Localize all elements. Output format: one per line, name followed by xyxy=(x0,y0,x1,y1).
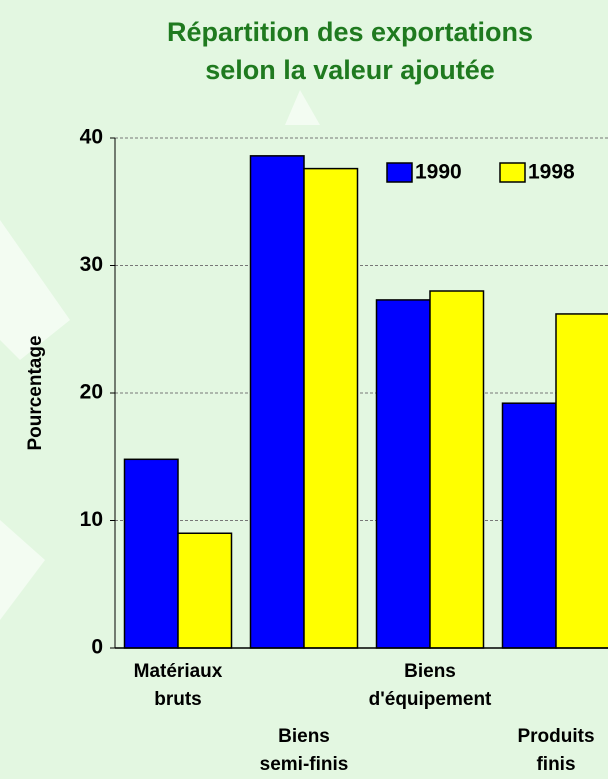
y-axis-label: Pourcentage xyxy=(25,335,46,450)
chart-title: Répartition des exportations xyxy=(167,17,533,47)
leaf-decoration xyxy=(0,90,320,620)
bar xyxy=(177,532,233,649)
bar xyxy=(249,155,305,649)
bar xyxy=(303,167,359,649)
y-tick-label: 30 xyxy=(80,253,103,276)
legend-swatch xyxy=(499,162,526,183)
x-tick-label: Biens semi-finis xyxy=(260,726,349,775)
legend-label: 1990 xyxy=(415,161,462,184)
bar xyxy=(501,402,557,649)
chart-title: selon la valeur ajoutée xyxy=(205,55,495,85)
bar xyxy=(123,458,179,649)
bar xyxy=(429,290,485,649)
legend-label: 1998 xyxy=(528,161,575,184)
x-tick-label: Produits finis xyxy=(517,726,594,775)
y-tick-label: 0 xyxy=(91,636,103,659)
legend-swatch xyxy=(386,162,413,183)
y-tick-label: 40 xyxy=(80,126,103,149)
bar xyxy=(375,299,431,649)
x-tick-label: Biens d'équipement xyxy=(369,661,492,710)
y-tick-label: 10 xyxy=(80,508,103,531)
x-tick-label: Matériaux bruts xyxy=(134,661,223,710)
y-tick-label: 20 xyxy=(80,381,103,404)
bar xyxy=(555,313,608,649)
